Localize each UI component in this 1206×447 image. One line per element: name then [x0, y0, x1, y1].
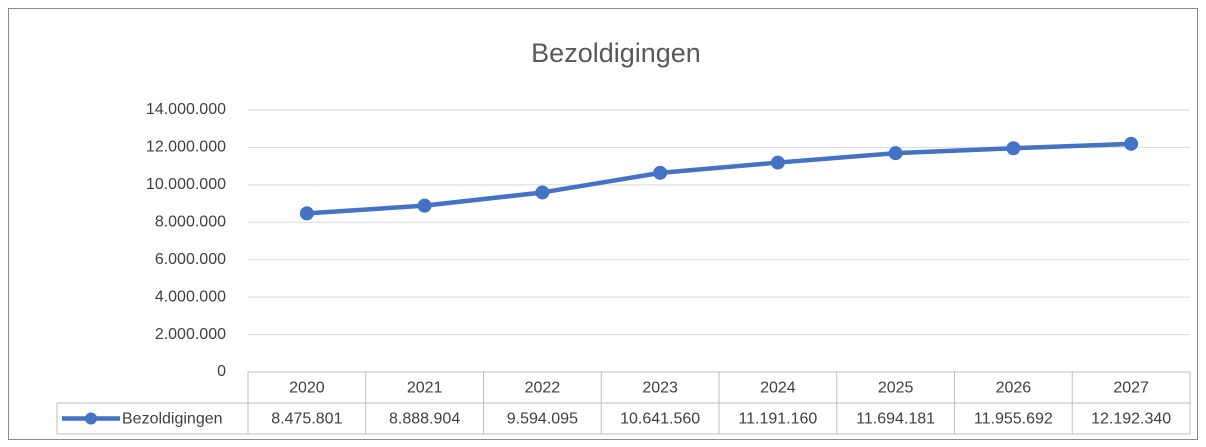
y-tick-label: 4.000.000 — [155, 288, 226, 305]
table-value: 8.475.801 — [271, 411, 342, 428]
table-value: 11.191.160 — [738, 411, 817, 428]
x-tick-label: 2026 — [996, 380, 1032, 397]
x-tick-label: 2023 — [642, 380, 678, 397]
y-tick-label: 14.000.000 — [146, 101, 226, 118]
marker — [417, 198, 432, 213]
x-tick-label: 2025 — [878, 380, 914, 397]
marker — [1124, 136, 1139, 151]
table-value: 9.594.095 — [507, 411, 578, 428]
series-line — [306, 141, 1132, 216]
x-tick-label: 2020 — [289, 380, 325, 397]
table-value: 12.192.340 — [1091, 411, 1171, 428]
legend-marker — [85, 412, 97, 425]
y-tick-label: 8.000.000 — [155, 214, 226, 231]
chart-border — [8, 8, 1198, 440]
x-tick-label: 2022 — [525, 380, 561, 397]
x-tick-label: 2021 — [407, 380, 443, 397]
marker — [653, 165, 668, 180]
x-tick-label: 2027 — [1113, 380, 1149, 397]
y-tick-label: 2.000.000 — [155, 326, 226, 343]
x-tick-label: 2024 — [760, 380, 796, 397]
legend-label: Bezoldigingen — [122, 411, 223, 428]
table-value: 10.641.560 — [620, 411, 700, 428]
chart-title: Bezoldigingen — [531, 38, 701, 68]
marker — [1006, 141, 1021, 156]
table-value: 8.888.904 — [389, 411, 460, 428]
y-tick-label: 10.000.000 — [146, 176, 226, 193]
marker — [770, 155, 785, 170]
table-value: 11.694.181 — [856, 411, 935, 428]
table-value: 11.955.692 — [974, 411, 1053, 428]
marker — [535, 185, 550, 200]
marker — [888, 146, 903, 161]
marker — [299, 206, 314, 221]
y-tick-label: 12.000.000 — [146, 139, 226, 156]
y-tick-label: 6.000.000 — [155, 251, 226, 268]
y-tick-label: 0 — [217, 363, 226, 380]
